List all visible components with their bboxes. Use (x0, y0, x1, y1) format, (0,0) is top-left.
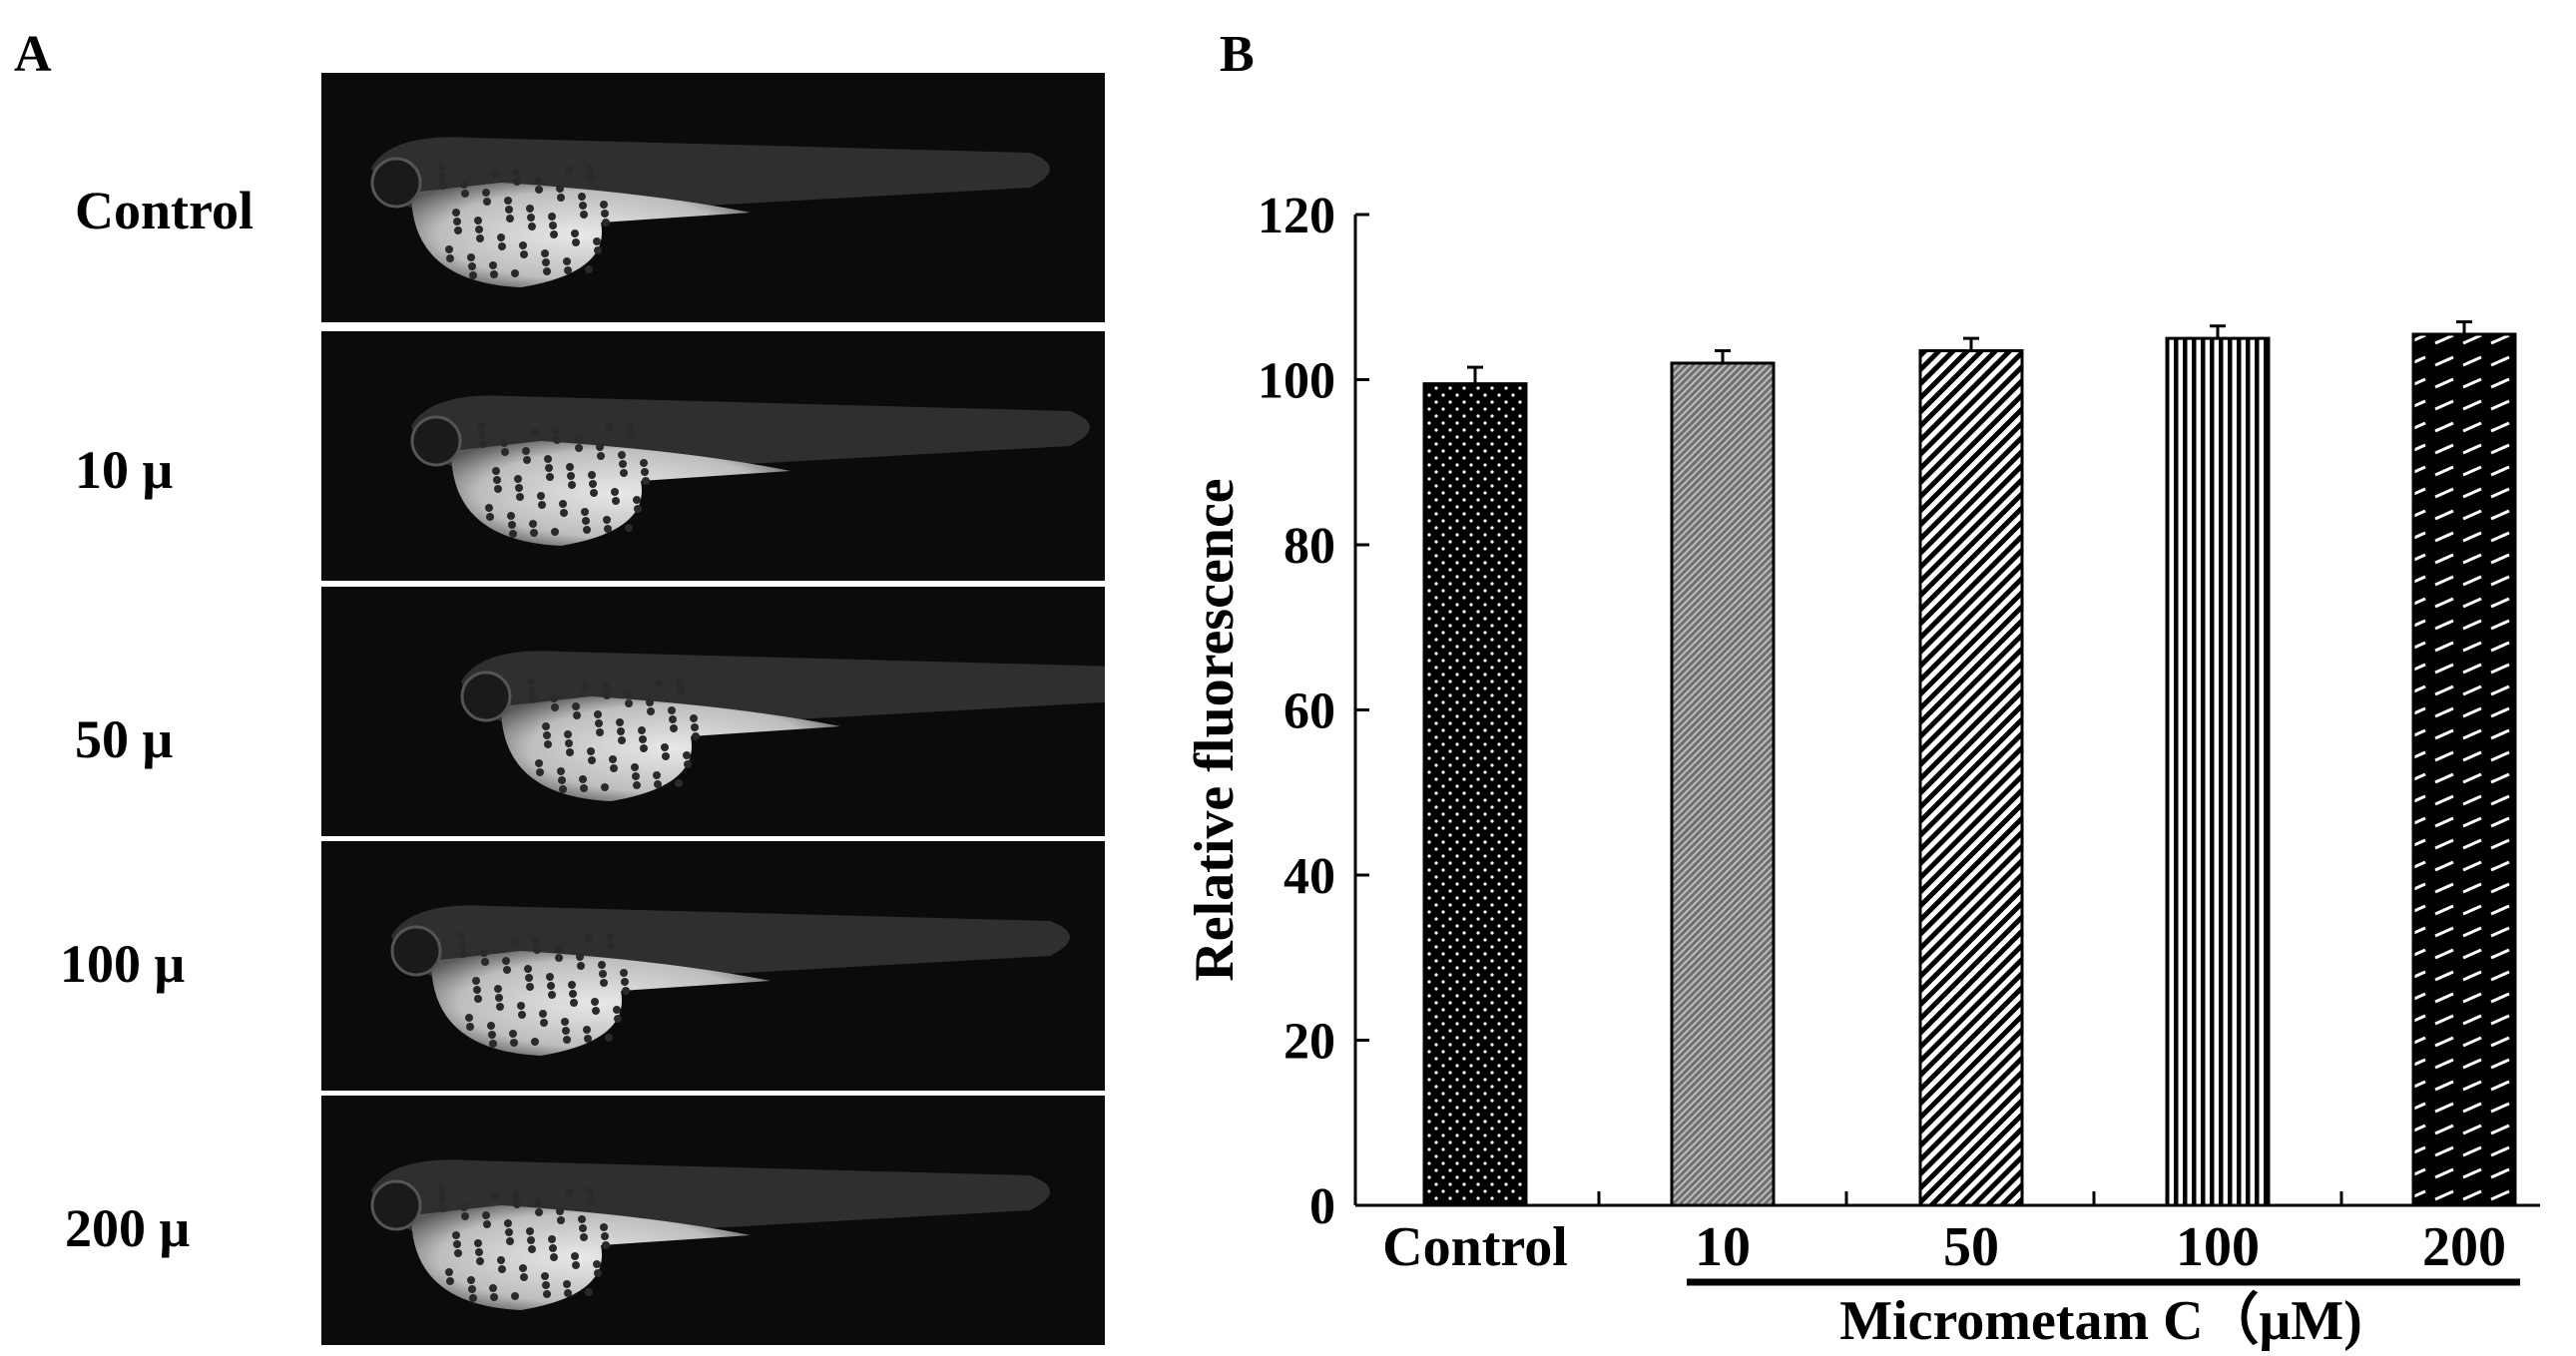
x-tick-label: 100 (2176, 1216, 2260, 1278)
image-label: 50 μ (75, 709, 174, 769)
panel-a-letter: A (14, 26, 52, 83)
image-label: 100 μ (60, 934, 186, 994)
x-tick-label: 10 (1695, 1216, 1751, 1278)
group-label: Micrometam C（μM) (1839, 1289, 2362, 1352)
zebrafish-micrograph (321, 587, 1140, 836)
image-label: Control (75, 181, 255, 240)
y-tick-label: 80 (1284, 518, 1335, 575)
y-tick-label: 100 (1258, 353, 1335, 410)
y-tick-label: 120 (1258, 188, 1335, 244)
y-tick-label: 60 (1284, 683, 1335, 740)
zebrafish-micrograph (321, 331, 1105, 581)
y-tick-label: 20 (1284, 1014, 1335, 1071)
x-tick-label: 200 (2422, 1216, 2506, 1278)
bar (1670, 361, 1776, 1207)
bar (2411, 332, 2517, 1207)
zebrafish-micrograph (321, 1096, 1105, 1345)
x-tick-label: 50 (1943, 1216, 1999, 1278)
y-axis-label: Relative fluorescence (1184, 478, 1246, 981)
bar (1918, 349, 2024, 1207)
y-tick-label: 40 (1284, 848, 1335, 905)
x-tick-label: Control (1382, 1216, 1568, 1278)
zebrafish-micrograph (321, 73, 1105, 322)
image-label: 10 μ (75, 440, 174, 500)
image-label: 200 μ (65, 1198, 191, 1258)
zebrafish-micrograph (321, 841, 1105, 1091)
bar (1422, 382, 1528, 1207)
panel-b-letter: B (1220, 26, 1255, 83)
bar (2165, 336, 2271, 1207)
y-tick-label: 0 (1309, 1178, 1335, 1235)
